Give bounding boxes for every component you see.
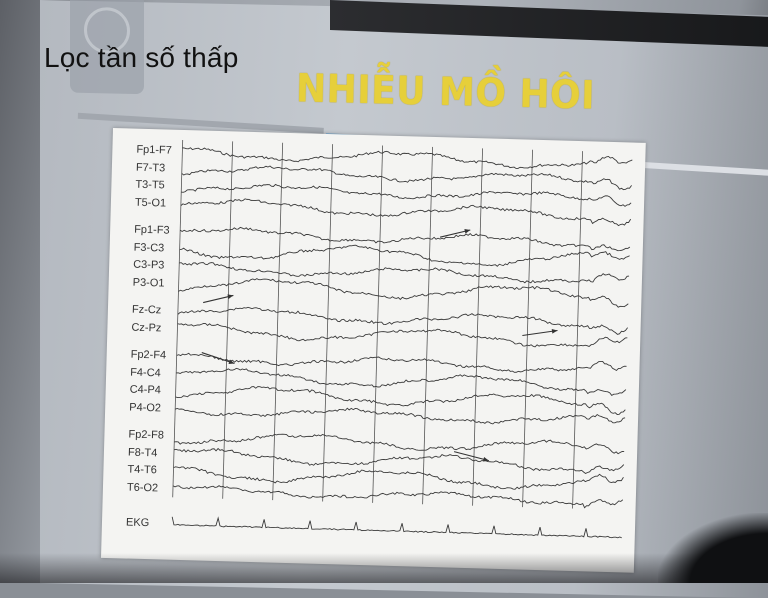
- channel-label: T3-T5: [135, 178, 165, 192]
- annotation-arrow-icon: [201, 352, 235, 365]
- channel-label: T6-O2: [126, 481, 159, 494]
- arrow-head-icon: [228, 359, 235, 364]
- channel-label: C3-P3: [133, 258, 165, 272]
- eeg-trace: [171, 516, 622, 539]
- channel-label: T4-T6: [127, 463, 157, 477]
- annotation-arrow-icon: [453, 451, 489, 462]
- eeg-recording: Fp1-F7 F7-T3 T3-T5 T5-O1 Fp1-F3 F3-C3 C3-P3 P3-…: [100, 128, 646, 573]
- eeg-trace: [177, 306, 628, 335]
- eeg-trace: [180, 198, 632, 227]
- time-marker-line: [222, 141, 234, 499]
- eeg-trace: [178, 278, 629, 308]
- arrow-head-icon: [482, 456, 489, 462]
- eeg-trace: [174, 433, 625, 455]
- time-marker-line: [522, 149, 533, 508]
- channel-label: Fz-Cz: [131, 303, 162, 317]
- eeg-traces: [171, 139, 633, 539]
- arrow-head-icon: [464, 229, 471, 234]
- channel-label: F3-C3: [133, 241, 165, 254]
- eeg-trace: [179, 244, 630, 267]
- bottom-shadow: [0, 553, 768, 583]
- channel-label: Cz-Pz: [131, 321, 162, 334]
- time-marker-line: [272, 142, 284, 501]
- eeg-trace: [182, 147, 633, 169]
- channel-label: Fp1-F3: [134, 223, 170, 237]
- arrow-head-icon: [227, 294, 234, 299]
- channel-label: P4-O2: [129, 401, 162, 414]
- channel-label: P3-O1: [132, 276, 165, 289]
- corner-shadow: [658, 513, 768, 583]
- eeg-trace: [173, 466, 624, 490]
- channel-label: EKG: [125, 516, 150, 530]
- eeg-trace: [173, 447, 625, 474]
- arrow-head-icon: [551, 328, 558, 334]
- annotation-arrow-icon: [522, 329, 558, 337]
- eeg-trace: [181, 165, 632, 191]
- slide-title: NHIỄU MỒ HÔI: [295, 66, 596, 119]
- eeg-trace: [177, 322, 628, 348]
- time-marker-line: [372, 145, 384, 503]
- channel-label: F4-C4: [130, 366, 161, 379]
- channel-label: F8-T4: [127, 446, 158, 459]
- channel-label: Fp1-F7: [136, 143, 173, 157]
- time-marker-line: [572, 151, 583, 509]
- time-marker-line: [472, 148, 483, 506]
- time-marker-line: [422, 146, 433, 505]
- channel-label: F7-T3: [135, 161, 166, 174]
- eeg-trace: [175, 407, 626, 425]
- overlay-heading: Lọc tần số thấp: [44, 42, 239, 73]
- eeg-trace: [179, 226, 631, 252]
- channel-label: Fp2-F8: [128, 428, 165, 442]
- time-marker-line: [172, 139, 184, 498]
- eeg-trace: [176, 352, 627, 373]
- channel-label: Fp2-F4: [130, 348, 167, 362]
- eeg-trace: [175, 386, 626, 415]
- eeg-trace: [179, 262, 630, 284]
- eeg-trace: [181, 183, 632, 207]
- eeg-trace: [172, 485, 624, 509]
- channel-label: T5-O1: [134, 196, 167, 210]
- channel-label: C4-P4: [129, 383, 162, 397]
- time-marker-line: [322, 144, 334, 502]
- eeg-trace: [176, 367, 627, 397]
